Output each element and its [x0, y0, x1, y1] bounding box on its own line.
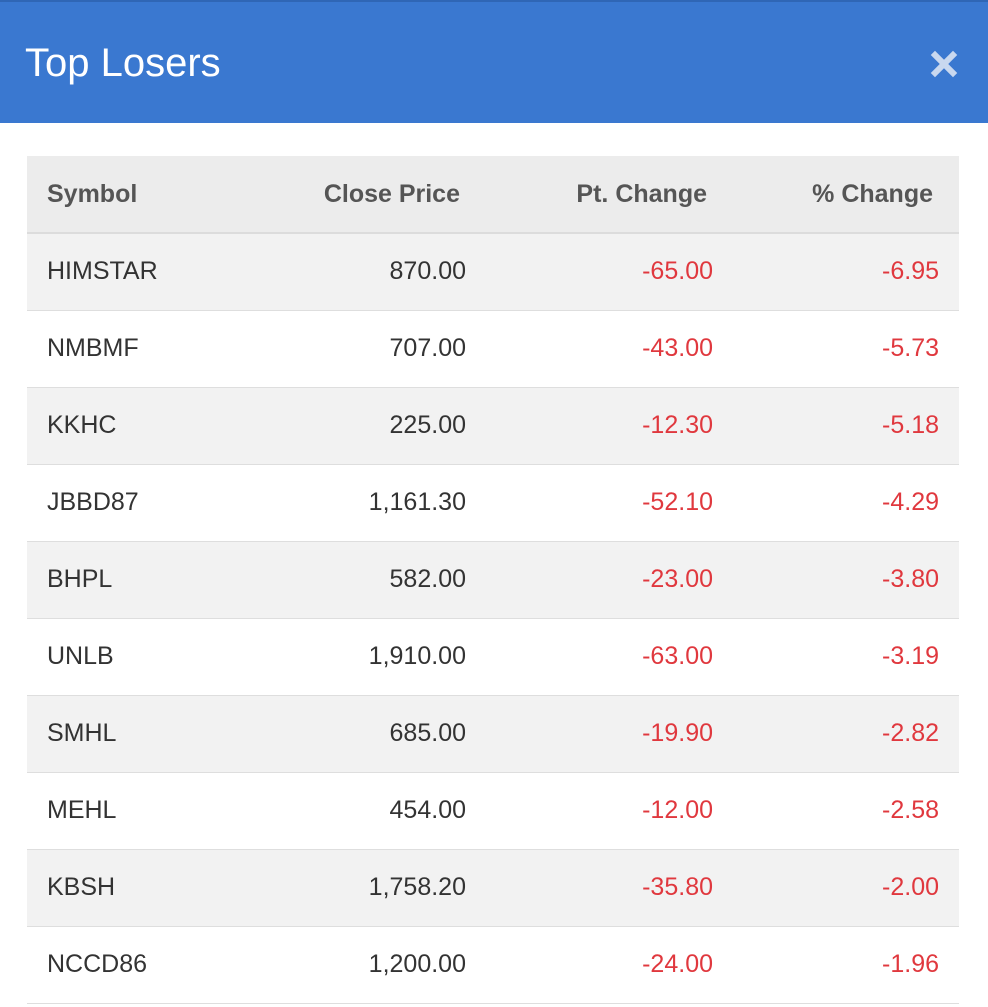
pt-change-cell: -52.10 [486, 464, 733, 542]
modal-title: Top Losers [25, 41, 221, 85]
close-price-cell: 225.00 [257, 387, 486, 465]
close-price-cell: 1,910.00 [257, 618, 486, 696]
symbol-cell: MEHL [27, 772, 257, 850]
close-price-cell: 685.00 [257, 695, 486, 773]
close-price-cell: 870.00 [257, 233, 486, 311]
pct-change-cell: -3.19 [733, 618, 959, 696]
pt-change-cell: -24.00 [486, 926, 733, 1004]
table-row[interactable]: KBSH 1,758.20 -35.80 -2.00 [27, 849, 959, 927]
close-price-cell: 1,200.00 [257, 926, 486, 1004]
table-row[interactable]: BHPL 582.00 -23.00 -3.80 [27, 541, 959, 619]
pt-change-cell: -12.00 [486, 772, 733, 850]
losers-table: Symbol Close Price Pt. Change % Change H… [27, 156, 959, 1004]
table-body: HIMSTAR 870.00 -65.00 -6.95 NMBMF 707.00 -43.0… [27, 233, 959, 1004]
pct-change-cell: -2.82 [733, 695, 959, 773]
symbol-cell: HIMSTAR [27, 233, 257, 311]
close-icon [930, 50, 958, 78]
losers-table-container: Symbol Close Price Pt. Change % Change H… [27, 156, 959, 1004]
pct-change-cell: -3.80 [733, 541, 959, 619]
table-row[interactable]: NCCD86 1,200.00 -24.00 -1.96 [27, 926, 959, 1004]
pt-change-cell: -63.00 [486, 618, 733, 696]
table-header-row: Symbol Close Price Pt. Change % Change [27, 156, 959, 234]
symbol-cell: NMBMF [27, 310, 257, 388]
pct-change-cell: -2.58 [733, 772, 959, 850]
close-price-cell: 582.00 [257, 541, 486, 619]
pct-change-cell: -2.00 [733, 849, 959, 927]
close-button[interactable] [928, 48, 960, 80]
pt-change-cell: -35.80 [486, 849, 733, 927]
symbol-cell: BHPL [27, 541, 257, 619]
column-header-pt-change[interactable]: Pt. Change [486, 156, 733, 234]
pct-change-cell: -1.96 [733, 926, 959, 1004]
modal-header: Top Losers [0, 0, 988, 123]
close-price-cell: 1,161.30 [257, 464, 486, 542]
column-header-pct-change[interactable]: % Change [733, 156, 959, 234]
pct-change-cell: -5.73 [733, 310, 959, 388]
pt-change-cell: -43.00 [486, 310, 733, 388]
symbol-cell: NCCD86 [27, 926, 257, 1004]
symbol-cell: SMHL [27, 695, 257, 773]
table-row[interactable]: HIMSTAR 870.00 -65.00 -6.95 [27, 233, 959, 311]
table-row[interactable]: SMHL 685.00 -19.90 -2.82 [27, 695, 959, 773]
close-price-cell: 454.00 [257, 772, 486, 850]
symbol-cell: UNLB [27, 618, 257, 696]
table-row[interactable]: UNLB 1,910.00 -63.00 -3.19 [27, 618, 959, 696]
pt-change-cell: -19.90 [486, 695, 733, 773]
pt-change-cell: -23.00 [486, 541, 733, 619]
symbol-cell: KKHC [27, 387, 257, 465]
pct-change-cell: -6.95 [733, 233, 959, 311]
close-price-cell: 1,758.20 [257, 849, 486, 927]
close-price-cell: 707.00 [257, 310, 486, 388]
pt-change-cell: -12.30 [486, 387, 733, 465]
column-header-close-price[interactable]: Close Price [257, 156, 486, 234]
symbol-cell: KBSH [27, 849, 257, 927]
table-row[interactable]: NMBMF 707.00 -43.00 -5.73 [27, 310, 959, 388]
table-row[interactable]: JBBD87 1,161.30 -52.10 -4.29 [27, 464, 959, 542]
table-row[interactable]: MEHL 454.00 -12.00 -2.58 [27, 772, 959, 850]
table-row[interactable]: KKHC 225.00 -12.30 -5.18 [27, 387, 959, 465]
symbol-cell: JBBD87 [27, 464, 257, 542]
pt-change-cell: -65.00 [486, 233, 733, 311]
pct-change-cell: -4.29 [733, 464, 959, 542]
column-header-symbol[interactable]: Symbol [27, 156, 257, 234]
pct-change-cell: -5.18 [733, 387, 959, 465]
